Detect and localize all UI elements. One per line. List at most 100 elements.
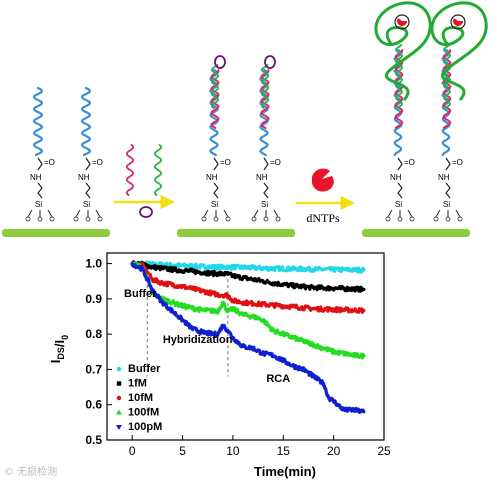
amine-label: NH (78, 173, 90, 182)
series-trace (130, 260, 366, 274)
linker-bond (397, 157, 403, 171)
linker-chain (263, 182, 269, 199)
data-point (291, 336, 295, 340)
carbonyl-label: =O (270, 158, 281, 167)
siloxane-bonds (387, 209, 413, 218)
assay-scheme: =ONHSi=ONHSi=ONHSi=ONHSidNTPs=ONHSi=ONHS… (2, 1, 488, 237)
legend-marker (116, 366, 122, 372)
plot-frame (106, 252, 385, 441)
siloxane-bonds (203, 209, 229, 218)
watermark: © 无损检测 (4, 467, 58, 478)
linker: =ONH Si (433, 157, 463, 222)
data-point (332, 267, 336, 272)
data-point (332, 399, 336, 403)
data-point (362, 287, 366, 291)
data-point (241, 313, 245, 317)
carbonyl-label: =O (44, 158, 55, 167)
dntps-label: dNTPs (306, 211, 340, 225)
oxygen-atom (73, 216, 79, 222)
data-point (145, 277, 149, 282)
data-point (150, 277, 154, 282)
siloxane-bonds (253, 209, 279, 218)
data-point (352, 268, 356, 272)
data-point (352, 308, 356, 312)
circular-template-icon (264, 55, 276, 69)
legend-marker (116, 425, 122, 430)
linker-chain (397, 182, 403, 199)
current-ratio-chart: 0 5 10 15 20 25 0.5 0.6 0.7 0.8 0.9 1.0 Time(min) I… (48, 252, 391, 479)
series-trace (131, 260, 365, 314)
data-point (231, 307, 235, 311)
x-tick-label: 5 (179, 444, 186, 458)
y-tick-label: 0.8 (85, 327, 102, 341)
data-point (271, 329, 275, 333)
series-trace (131, 260, 365, 293)
data-point (291, 364, 295, 368)
annotation-buffer: Buffer (124, 288, 157, 300)
data-point (362, 308, 366, 313)
siloxane-bonds (75, 209, 101, 218)
data-point (301, 367, 306, 372)
dna-strand (32, 86, 44, 157)
circular-template-icon (450, 14, 466, 30)
data-point (170, 267, 175, 272)
x-tick-label: 0 (129, 444, 136, 458)
data-point (216, 332, 220, 336)
data-point (211, 332, 215, 336)
data-point (241, 344, 245, 349)
data-point (191, 327, 195, 331)
polymerase-icon (452, 18, 463, 27)
oxygen-atom (433, 216, 439, 222)
oxygen-atom (201, 216, 207, 222)
series-10fm (130, 260, 366, 314)
data-point (352, 287, 356, 291)
rca-product (374, 1, 432, 102)
legend-marker (116, 395, 122, 401)
y-tick-label: 0.9 (85, 292, 102, 306)
silicon-label: Si (83, 200, 90, 209)
data-point (332, 286, 336, 290)
legend-item: 10fM (116, 392, 153, 404)
data-point (221, 300, 225, 304)
x-tick-label: 10 (226, 444, 240, 458)
sensor-substrate (177, 229, 295, 237)
legend-item: 100pM (116, 421, 162, 433)
data-point (226, 293, 230, 297)
data-point (311, 307, 316, 311)
axis-ticks: 0 5 10 15 20 25 0.5 0.6 0.7 0.8 0.9 1.0 (85, 257, 391, 458)
data-point (226, 272, 230, 276)
data-point (311, 285, 316, 290)
silicon-label: Si (261, 200, 268, 209)
dna-strand (395, 44, 403, 109)
data-point (180, 284, 185, 289)
silicon-label: Si (443, 200, 450, 209)
data-point (291, 284, 295, 288)
data-point (226, 309, 230, 313)
data-point (332, 350, 336, 354)
data-point (211, 265, 215, 269)
carbonyl-label: =O (404, 158, 415, 167)
amine-label: NH (390, 173, 402, 182)
data-point (271, 266, 275, 271)
linker-bond (213, 157, 219, 171)
series-100pm (130, 261, 366, 414)
oxygen-atom (409, 216, 415, 222)
event-markers (146, 267, 229, 377)
circular-template-icon (214, 55, 226, 69)
linker-chain (213, 182, 219, 199)
linker: =ONH Si (201, 157, 231, 222)
data-point (130, 261, 134, 266)
data-point (201, 330, 205, 334)
oxygen-atom (97, 216, 103, 222)
data-point (231, 336, 235, 340)
annotation-rca: RCA (266, 373, 290, 385)
sensor-substrate (2, 229, 110, 237)
legend-item: 100fM (116, 407, 159, 419)
amine-label: NH (438, 173, 450, 182)
data-point (311, 267, 316, 271)
legend-item: Buffer (116, 363, 161, 375)
data-point (261, 318, 265, 322)
oxygen-atom (25, 216, 31, 222)
oxygen-atom (85, 216, 91, 222)
